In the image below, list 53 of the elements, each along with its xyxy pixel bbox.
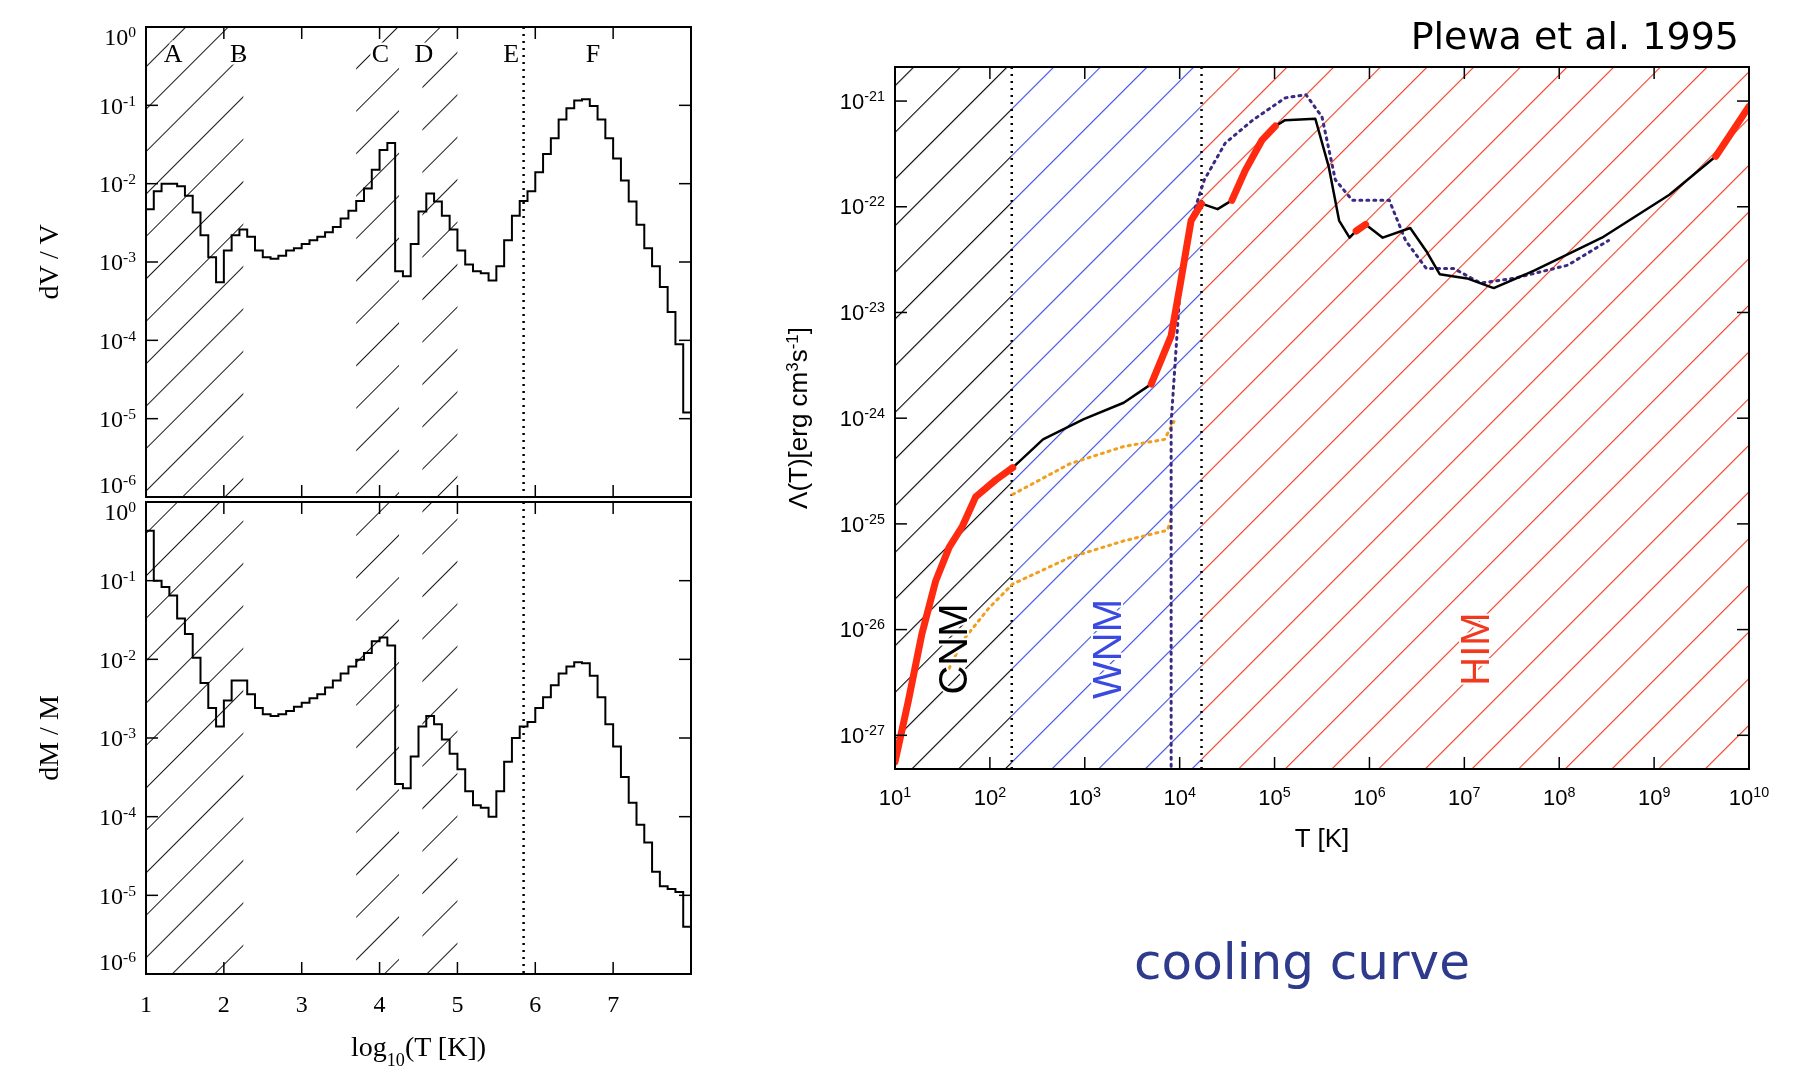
x-tick-label: 10$^{2}$ bbox=[973, 784, 1007, 810]
x-axis-title: T [K] bbox=[1294, 823, 1350, 853]
y-tick-label: 10$^{-21}$ bbox=[839, 87, 886, 114]
band-label: HIM bbox=[1453, 612, 1498, 686]
y-tick-label: 10$^{-26}$ bbox=[839, 616, 886, 643]
y-tick-label: 10$^{-3}$ bbox=[99, 723, 137, 752]
y-axis-title: dM / M bbox=[33, 695, 64, 781]
y-tick-label: 10$^{-3}$ bbox=[99, 247, 137, 276]
x-tick-label: 10$^{9}$ bbox=[1637, 784, 1671, 810]
text: Plewa et al. 1995 bbox=[1410, 14, 1739, 58]
y-tick-label: 10$^{-24}$ bbox=[839, 404, 886, 431]
x-tick-label: 4 bbox=[373, 991, 386, 1017]
y-axis-title: dV / V bbox=[33, 224, 64, 300]
y-tick-label: 10$^{-1}$ bbox=[99, 566, 136, 595]
y-tick-label: 10$^{0}$ bbox=[104, 22, 137, 50]
y-tick-label: 10$^{-5}$ bbox=[99, 881, 137, 909]
annotation: F bbox=[585, 38, 601, 68]
x-tick-label: 10$^{8}$ bbox=[1543, 784, 1576, 810]
y-tick-label: 10$^{-4}$ bbox=[99, 326, 137, 354]
x-axis-title: log$_{10}$(T [K]) bbox=[350, 1031, 487, 1068]
x-tick-label: 1 bbox=[140, 991, 152, 1017]
x-tick-label: 10$^{10}$ bbox=[1728, 784, 1770, 810]
y-tick-label: 10$^{-22}$ bbox=[839, 193, 886, 220]
x-tick-label: 3 bbox=[295, 991, 308, 1017]
band-label: WNM bbox=[1084, 599, 1129, 699]
x-tick-label: 10$^{4}$ bbox=[1163, 784, 1196, 810]
y-tick-label: 10$^{-1}$ bbox=[99, 91, 136, 119]
y-tick-label: 10$^{-6}$ bbox=[99, 470, 137, 499]
y-tick-label: 10$^{-27}$ bbox=[839, 722, 886, 748]
x-tick-label: 5 bbox=[451, 991, 464, 1017]
x-tick-label: 10$^{3}$ bbox=[1068, 784, 1102, 810]
annotation: E bbox=[503, 38, 520, 68]
x-tick-label: 6 bbox=[529, 991, 542, 1017]
x-tick-label: 10$^{6}$ bbox=[1353, 784, 1386, 810]
y-tick-label: 10$^{-2}$ bbox=[99, 645, 136, 673]
y-tick-label: 10$^{0}$ bbox=[104, 497, 137, 525]
band-label: CNM bbox=[931, 603, 976, 695]
y-tick-label: 10$^{-6}$ bbox=[99, 947, 137, 976]
text: cooling curve bbox=[1134, 933, 1470, 991]
x-tick-label: 10$^{5}$ bbox=[1258, 784, 1291, 810]
annotation: B bbox=[229, 38, 248, 68]
y-tick-label: 10$^{-23}$ bbox=[839, 299, 886, 326]
y-tick-label: 10$^{-25}$ bbox=[839, 510, 886, 537]
x-tick-label: 7 bbox=[607, 991, 620, 1017]
y-tick-label: 10$^{-4}$ bbox=[99, 802, 137, 831]
y-tick-label: 10$^{-2}$ bbox=[99, 169, 136, 198]
y-tick-label: 10$^{-5}$ bbox=[99, 404, 137, 433]
x-tick-label: 10$^{7}$ bbox=[1448, 784, 1481, 810]
x-tick-label: 10$^{1}$ bbox=[878, 784, 912, 810]
annotation: D bbox=[414, 38, 434, 68]
annotation: A bbox=[163, 38, 183, 68]
annotation: C bbox=[371, 38, 390, 68]
x-tick-label: 2 bbox=[217, 991, 230, 1017]
